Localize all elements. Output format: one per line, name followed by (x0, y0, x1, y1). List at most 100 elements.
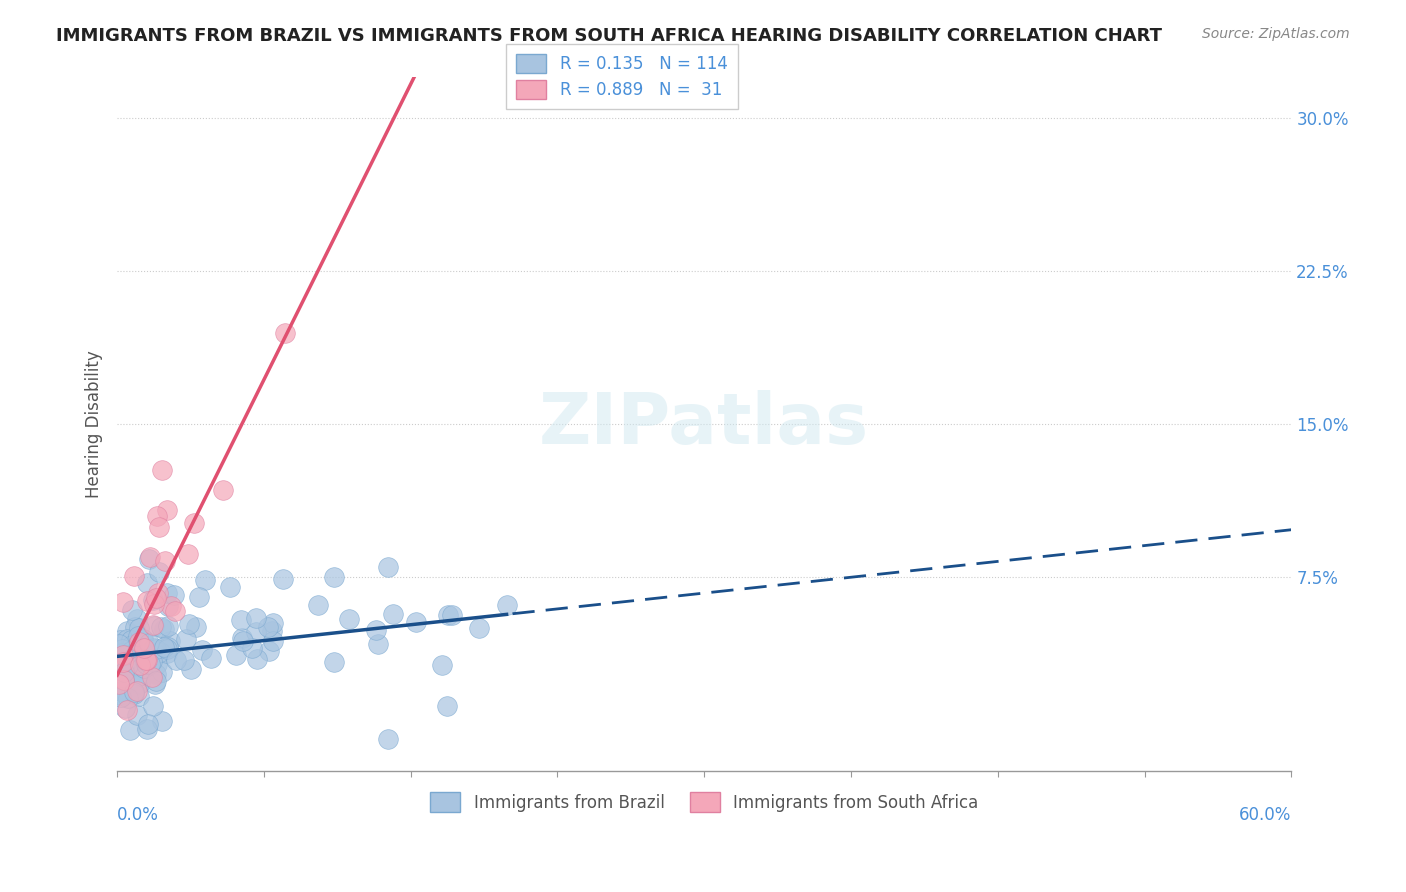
Point (134, 653, 156, 667)
Point (127, 629, 149, 643)
Point (132, 632, 155, 646)
Point (138, 552, 160, 566)
Point (405, 615, 427, 629)
Point (174, 632, 197, 646)
Point (110, 684, 132, 698)
Point (179, 617, 201, 632)
Point (184, 620, 207, 634)
Point (165, 604, 187, 618)
Point (262, 634, 284, 648)
Point (128, 669, 150, 683)
Point (160, 599, 183, 613)
Point (495, 598, 517, 612)
Point (173, 652, 195, 666)
Point (157, 619, 180, 633)
Point (141, 670, 163, 684)
Point (127, 684, 149, 698)
Point (260, 624, 283, 638)
Point (156, 586, 179, 600)
Text: ZIPatlas: ZIPatlas (538, 390, 869, 458)
Point (274, 326, 297, 340)
Point (148, 566, 170, 580)
Point (212, 483, 235, 498)
Point (122, 665, 145, 680)
Point (245, 611, 267, 625)
Point (231, 613, 253, 627)
Point (377, 560, 399, 574)
Point (134, 661, 156, 675)
Point (150, 665, 173, 679)
Point (125, 612, 148, 626)
Point (112, 673, 135, 688)
Point (322, 655, 344, 669)
Point (145, 677, 167, 691)
Point (120, 632, 142, 647)
Point (180, 662, 202, 676)
Point (262, 615, 284, 630)
Point (122, 685, 145, 699)
Point (153, 622, 176, 636)
Point (307, 598, 329, 612)
Point (127, 637, 149, 651)
Point (148, 520, 170, 534)
Point (117, 624, 139, 639)
Point (231, 631, 253, 645)
Point (135, 653, 157, 667)
Point (111, 648, 134, 662)
Text: 0.0%: 0.0% (117, 805, 159, 824)
Point (145, 657, 167, 671)
Point (145, 641, 167, 656)
Point (111, 655, 134, 669)
Point (136, 653, 159, 667)
Point (128, 621, 150, 635)
Y-axis label: Hearing Disability: Hearing Disability (86, 351, 103, 498)
Point (240, 640, 263, 655)
Point (176, 547, 198, 561)
Point (121, 638, 143, 652)
Point (135, 722, 157, 736)
Point (114, 663, 136, 677)
Point (163, 588, 186, 602)
Point (143, 619, 166, 633)
Point (150, 620, 173, 634)
Point (259, 643, 281, 657)
Point (135, 657, 157, 671)
Point (114, 648, 136, 662)
Point (141, 593, 163, 607)
Point (156, 640, 179, 655)
Point (146, 585, 169, 599)
Point (225, 648, 247, 662)
Point (153, 554, 176, 568)
Point (183, 516, 205, 530)
Point (142, 597, 165, 611)
Point (128, 675, 150, 690)
Point (256, 620, 278, 634)
Point (114, 701, 136, 715)
Point (112, 595, 135, 609)
Point (117, 703, 139, 717)
Point (111, 647, 134, 661)
Point (142, 618, 165, 632)
Point (219, 580, 242, 594)
Point (150, 714, 173, 728)
Point (139, 549, 162, 564)
Point (135, 593, 157, 607)
Point (156, 646, 179, 660)
Point (430, 658, 453, 673)
Point (139, 657, 162, 672)
Point (191, 642, 214, 657)
Point (128, 689, 150, 703)
Point (132, 641, 155, 656)
Point (117, 690, 139, 705)
Point (108, 676, 131, 690)
Point (121, 603, 143, 617)
Point (108, 633, 131, 648)
Point (145, 591, 167, 605)
Point (124, 569, 146, 583)
Point (436, 699, 458, 714)
Point (165, 653, 187, 667)
Point (337, 612, 360, 626)
Point (194, 574, 217, 588)
Point (132, 632, 155, 647)
Point (128, 634, 150, 648)
